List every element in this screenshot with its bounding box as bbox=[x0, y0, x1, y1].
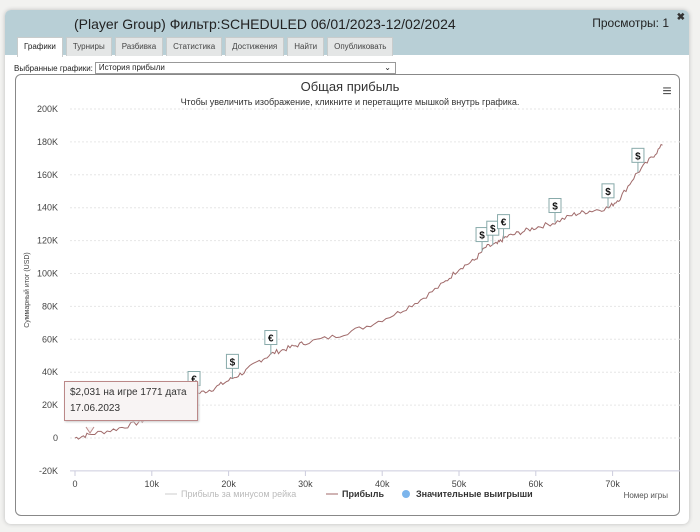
tooltip-line1: $2,031 на игре 1771 дата bbox=[70, 387, 187, 398]
big-win-flag bbox=[601, 183, 615, 199]
x-tick-label: 50k bbox=[452, 479, 467, 489]
big-win-symbol: $ bbox=[552, 202, 558, 213]
tab-3[interactable]: Статистика bbox=[166, 37, 223, 56]
tooltip-pointer bbox=[85, 426, 95, 434]
x-tick-label: 0 bbox=[72, 479, 77, 489]
x-tick-label: 10k bbox=[145, 479, 160, 489]
chart-panel bbox=[15, 74, 680, 516]
big-win-symbol: $ bbox=[605, 187, 611, 198]
views-count: Просмотры: 1 bbox=[592, 16, 669, 30]
big-win-flag bbox=[631, 147, 645, 163]
big-win-symbol: € bbox=[268, 334, 274, 345]
x-axis-label: Номер игры bbox=[624, 491, 669, 500]
legend-item-rake: Прибыль за минусом рейка bbox=[181, 489, 296, 499]
big-win-symbol: $ bbox=[635, 151, 641, 162]
big-win-symbol: $ bbox=[490, 224, 496, 235]
x-tick-label: 30k bbox=[298, 479, 313, 489]
big-win-flag bbox=[225, 353, 239, 369]
big-win-flag bbox=[548, 198, 562, 214]
y-tick-label: 180K bbox=[37, 137, 58, 147]
big-win-symbol: € bbox=[501, 218, 507, 229]
tooltip: $2,031 на игре 1771 дата 17.06.2023 bbox=[64, 381, 198, 421]
legend-marker-bigwins bbox=[402, 490, 410, 498]
close-icon[interactable]: ✖ bbox=[676, 12, 685, 23]
big-win-flag bbox=[497, 214, 511, 230]
y-tick-label: 200K bbox=[37, 104, 58, 114]
x-tick-label: 40k bbox=[375, 479, 390, 489]
tab-0[interactable]: Графики bbox=[17, 37, 63, 57]
big-win-flag bbox=[264, 330, 278, 346]
tab-6[interactable]: Опубликовать bbox=[327, 37, 394, 56]
y-tick-label: 100K bbox=[37, 269, 58, 279]
chevron-down-icon: ⌄ bbox=[384, 63, 391, 72]
big-win-symbol: € bbox=[191, 375, 197, 386]
x-tick-label: 20k bbox=[221, 479, 236, 489]
y-tick-label: 40K bbox=[42, 367, 58, 377]
x-tick-label: 70k bbox=[605, 479, 620, 489]
menu-icon[interactable]: ≡ bbox=[662, 83, 671, 100]
tab-4[interactable]: Достижения bbox=[225, 37, 285, 56]
y-tick-label: 140K bbox=[37, 203, 58, 213]
chart-title: Общая прибыль bbox=[301, 79, 400, 94]
y-tick-label: 160K bbox=[37, 170, 58, 180]
chart-selector-value: История прибыли bbox=[98, 63, 165, 72]
tab-bar: Графики Турниры Разбивка Статистика Достижен… bbox=[17, 37, 394, 57]
y-tick-label: 60K bbox=[42, 334, 58, 344]
y-tick-label: 80K bbox=[42, 301, 58, 311]
y-axis-label: Суммарный итог (USD) bbox=[23, 252, 31, 328]
chart-selector[interactable]: История прибыли ⌄ bbox=[94, 62, 396, 74]
tooltip-line2: 17.06.2023 bbox=[70, 403, 121, 414]
y-tick-label: 0 bbox=[53, 433, 58, 443]
window-header: (Player Group) Фильтр:SCHEDULED 06/01/20… bbox=[5, 10, 689, 57]
y-tick-label: 120K bbox=[37, 236, 58, 246]
x-tick-label: 60k bbox=[529, 479, 544, 489]
tab-2[interactable]: Разбивка bbox=[114, 37, 164, 56]
legend-item-bigwins: Значительные выигрыши bbox=[416, 489, 533, 499]
legend-item-profit: Прибыль bbox=[342, 489, 384, 499]
chart-subtitle: Чтобы увеличить изображение, кликните и … bbox=[181, 97, 520, 107]
chart-selector-label: Выбранные графики: bbox=[14, 63, 93, 73]
y-tick-label: 20K bbox=[42, 400, 58, 410]
window-title: (Player Group) Фильтр:SCHEDULED 06/01/20… bbox=[74, 16, 456, 32]
y-tick-label: -20K bbox=[39, 466, 58, 476]
tab-5[interactable]: Найти bbox=[287, 37, 325, 56]
chart-selector-row: Выбранные графики: История прибыли ⌄ bbox=[14, 62, 396, 74]
big-win-symbol: $ bbox=[230, 357, 236, 368]
big-win-symbol: $ bbox=[479, 231, 485, 242]
tab-1[interactable]: Турниры bbox=[65, 37, 112, 56]
